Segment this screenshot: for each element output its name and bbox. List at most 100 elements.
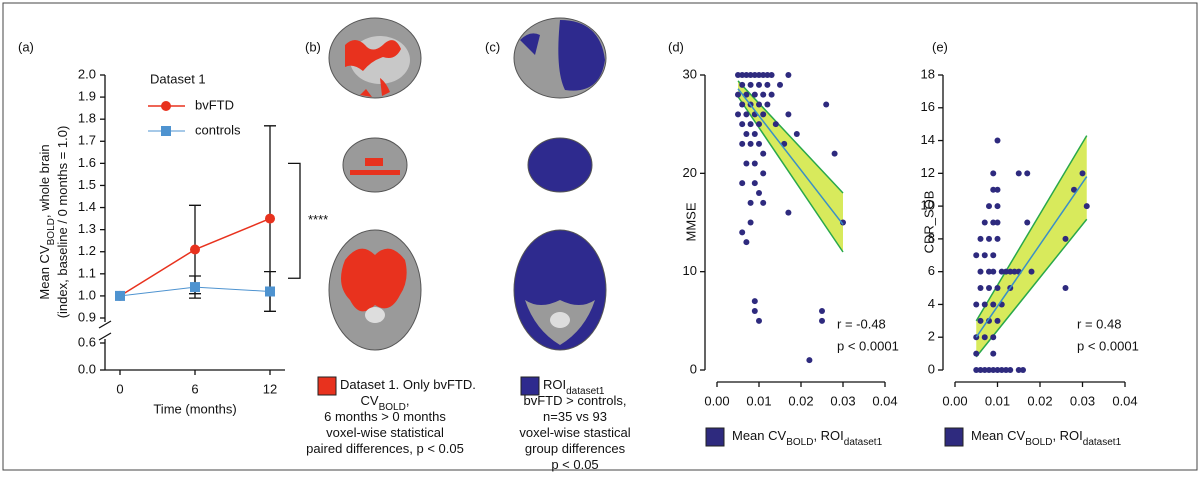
y-tick-label: 0.0 (78, 361, 96, 376)
point (756, 102, 762, 108)
point (1016, 170, 1022, 176)
panel-label: (e) (932, 39, 948, 54)
y-tick-label: 1.6 (78, 155, 96, 170)
caption-line-part: Dataset 1. Only bvFTD. (340, 377, 476, 392)
x-tick-label: 0.00 (704, 393, 729, 408)
point (752, 308, 758, 314)
y-axis-label-part: , whole brain (37, 144, 52, 218)
caption-line: voxel-wise statistical (326, 425, 444, 440)
point (739, 180, 745, 186)
caption-line-part: ROI (543, 377, 566, 392)
y-tick-label: 1.4 (78, 199, 96, 214)
legend-marker (706, 428, 724, 446)
panel-label: (c) (485, 39, 500, 54)
y-tick-label: 1.2 (78, 243, 96, 258)
point (785, 210, 791, 216)
point (739, 229, 745, 235)
point (995, 187, 1001, 193)
point (819, 308, 825, 314)
point (990, 269, 996, 275)
point (739, 141, 745, 147)
annotation: Dataset 1 (150, 71, 206, 86)
y-tick-label: 1.9 (78, 89, 96, 104)
caption-line-part: n=35 vs 93 (543, 409, 607, 424)
stat-label: p < 0.0001 (1077, 338, 1139, 353)
caption-line: voxel-wise stastical (519, 425, 630, 440)
caption-line-part: voxel-wise statistical (326, 425, 444, 440)
point (1063, 236, 1069, 242)
caption-line-part: p < 0.05 (551, 457, 598, 472)
point (756, 190, 762, 196)
point (748, 220, 754, 226)
y-tick-label: 10 (683, 263, 697, 278)
point (990, 170, 996, 176)
point (748, 121, 754, 127)
point (973, 351, 979, 357)
point (752, 131, 758, 137)
y-tick-label: 0 (690, 361, 697, 376)
legend-label-part: BOLD (786, 437, 813, 448)
y-tick-label: 6 (928, 263, 935, 278)
y-tick-label: 16 (921, 99, 935, 114)
caption-line-part: , (406, 393, 410, 408)
point (806, 357, 812, 363)
point (1024, 220, 1030, 226)
caption-line: bvFTD > controls, (524, 393, 627, 408)
legend-marker (161, 101, 171, 111)
point (990, 334, 996, 340)
point (1024, 170, 1030, 176)
y-tick-label: 1.8 (78, 111, 96, 126)
point (982, 220, 988, 226)
legend-marker (318, 377, 336, 395)
y-tick-label: 18 (921, 66, 935, 81)
point (752, 161, 758, 167)
point (735, 111, 741, 117)
x-tick-label: 0.03 (830, 393, 855, 408)
x-tick-label: 6 (191, 381, 198, 396)
legend-label-part: Mean CV (732, 428, 787, 443)
stat-label: r = -0.48 (837, 316, 886, 331)
point (760, 151, 766, 157)
legend-label-part: BOLD (1025, 437, 1052, 448)
caption-line: p < 0.05 (551, 457, 598, 472)
point (995, 318, 1001, 324)
point (995, 138, 1001, 144)
point (739, 102, 745, 108)
legend-label: bvFTD (195, 97, 234, 112)
x-tick-label: 12 (263, 381, 277, 396)
point (990, 351, 996, 357)
point (760, 170, 766, 176)
x-tick-label: 0.01 (746, 393, 771, 408)
caption-line: Dataset 1. Only bvFTD. (340, 377, 476, 392)
x-tick-label: 0.03 (1070, 393, 1095, 408)
y-tick-label: 0.9 (78, 309, 96, 324)
caption-line-part: paired differences, p < 0.05 (306, 441, 464, 456)
point (769, 72, 775, 78)
point (973, 252, 979, 258)
point (752, 92, 758, 98)
point (995, 236, 1001, 242)
legend-label-part: Mean CV (971, 428, 1026, 443)
panel-label: (a) (18, 39, 34, 54)
caption-line: n=35 vs 93 (543, 409, 607, 424)
legend-label-part: dataset1 (844, 437, 883, 448)
point (819, 318, 825, 324)
x-axis-label: Time (months) (153, 401, 236, 416)
y-axis-label-part: (index, baseline / 0 months = 1.0) (55, 126, 70, 319)
caption-line: 6 months > 0 months (324, 409, 446, 424)
caption-line-part: voxel-wise stastical (519, 425, 630, 440)
y-tick-label: 1.1 (78, 265, 96, 280)
point (739, 121, 745, 127)
stat-label: r = 0.48 (1077, 316, 1121, 331)
y-tick-label: 2.0 (78, 66, 96, 81)
point (748, 141, 754, 147)
x-tick-label: 0.02 (1027, 393, 1052, 408)
point (1063, 285, 1069, 291)
y-tick-label: 1.5 (78, 177, 96, 192)
caption-line: paired differences, p < 0.05 (306, 441, 464, 456)
point (995, 220, 1001, 226)
point (823, 102, 829, 108)
point (1084, 203, 1090, 209)
point (832, 151, 838, 157)
point (756, 141, 762, 147)
